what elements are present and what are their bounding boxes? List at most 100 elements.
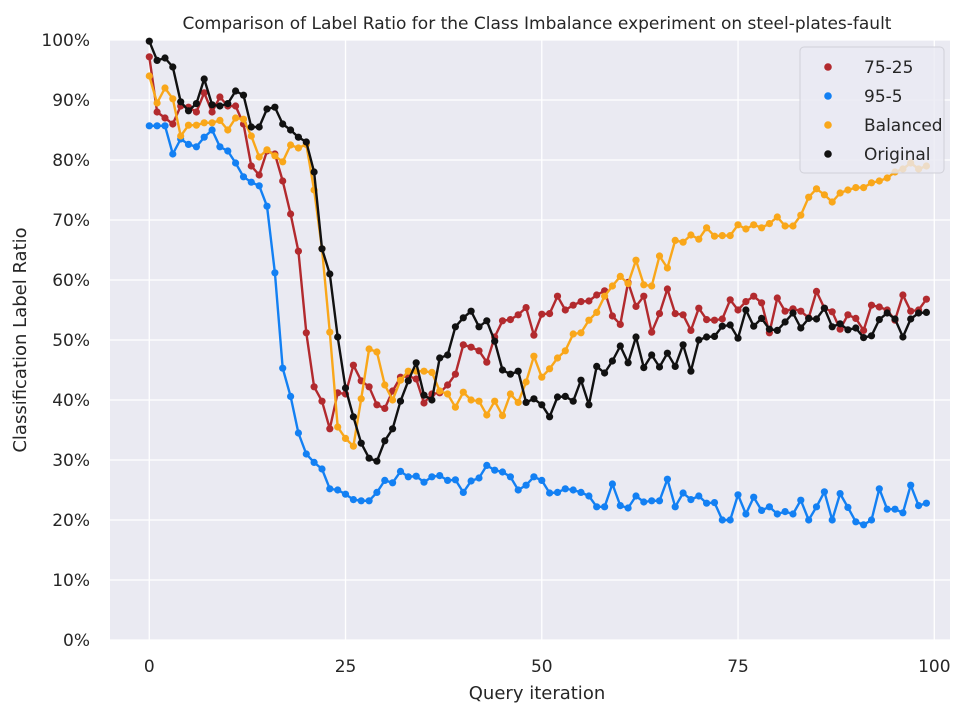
data-point — [750, 221, 758, 229]
data-point — [695, 304, 703, 312]
data-point — [820, 488, 829, 496]
data-point — [828, 323, 836, 331]
y-tick-label: 70% — [52, 211, 90, 231]
data-point — [279, 120, 287, 128]
chart-title: Comparison of Label Ratio for the Class … — [183, 14, 892, 34]
data-point — [915, 309, 923, 317]
data-point — [695, 235, 703, 243]
x-axis-label: Query iteration — [469, 683, 605, 704]
data-point — [247, 162, 255, 170]
data-point — [640, 281, 648, 289]
data-point — [420, 391, 428, 399]
data-point — [922, 308, 931, 316]
y-tick-label: 20% — [52, 511, 90, 531]
data-point — [271, 152, 279, 160]
data-point — [444, 390, 452, 398]
data-point — [695, 492, 703, 500]
data-point — [553, 488, 562, 496]
data-point — [907, 307, 915, 315]
data-point — [287, 392, 295, 400]
data-point — [184, 140, 193, 148]
data-point — [789, 510, 797, 518]
data-point — [498, 468, 507, 476]
data-point — [828, 516, 836, 524]
data-point — [169, 150, 177, 158]
data-point — [506, 316, 514, 324]
data-point — [867, 332, 876, 340]
data-point — [750, 292, 758, 300]
data-point — [907, 481, 915, 489]
data-point — [145, 122, 153, 130]
data-point — [310, 168, 318, 176]
data-point — [718, 516, 726, 524]
data-point — [161, 122, 169, 130]
data-point — [569, 301, 577, 309]
data-point — [624, 359, 632, 367]
data-point — [750, 493, 758, 501]
data-point — [271, 269, 279, 277]
legend-label: 95-5 — [864, 87, 903, 107]
data-point — [396, 467, 405, 475]
data-point — [844, 311, 852, 319]
data-point — [922, 295, 931, 303]
data-point — [200, 133, 208, 141]
data-point — [585, 492, 593, 500]
data-point — [200, 89, 208, 97]
data-point — [726, 516, 734, 524]
data-point — [742, 225, 750, 233]
data-point — [467, 343, 475, 351]
data-point — [616, 320, 624, 328]
data-point — [420, 399, 428, 407]
data-point — [483, 358, 491, 366]
y-tick-label: 50% — [52, 331, 90, 351]
data-point — [349, 361, 357, 369]
data-point — [750, 322, 758, 330]
legend-marker — [824, 150, 832, 158]
data-point — [899, 509, 907, 517]
data-point — [310, 458, 318, 466]
data-point — [232, 114, 240, 122]
legend-marker — [824, 92, 832, 100]
data-point — [655, 252, 664, 260]
data-point — [530, 395, 538, 403]
data-point — [577, 488, 585, 496]
data-point — [263, 202, 271, 210]
data-point — [867, 301, 876, 309]
data-point — [200, 119, 208, 127]
data-point — [239, 91, 248, 99]
data-point — [608, 480, 617, 488]
data-point — [177, 98, 185, 106]
data-point — [648, 351, 656, 359]
data-point — [341, 434, 350, 442]
data-point — [773, 294, 781, 302]
series-line — [148, 56, 928, 430]
data-point — [632, 256, 640, 264]
legend: 75-25 95-5 Balanced Original — [799, 46, 945, 174]
data-point — [687, 326, 695, 334]
data-point — [608, 312, 617, 320]
y-tick-label: 90% — [52, 91, 90, 111]
data-point — [648, 497, 656, 505]
data-point — [184, 121, 193, 129]
data-point — [412, 375, 420, 383]
series-line — [148, 75, 927, 448]
data-point — [601, 503, 609, 511]
data-point — [640, 292, 648, 300]
data-point — [145, 37, 153, 45]
data-point — [601, 292, 609, 300]
data-point — [294, 247, 302, 255]
data-point — [436, 387, 444, 395]
data-point — [436, 354, 444, 362]
data-point — [208, 101, 216, 109]
data-point — [891, 505, 899, 513]
data-point — [593, 291, 601, 299]
data-point — [381, 437, 389, 445]
data-point — [530, 352, 538, 360]
data-point — [208, 126, 216, 134]
data-point — [734, 334, 742, 342]
data-point — [271, 103, 279, 111]
data-point — [875, 177, 883, 185]
data-point — [734, 221, 742, 229]
data-point — [522, 398, 530, 406]
